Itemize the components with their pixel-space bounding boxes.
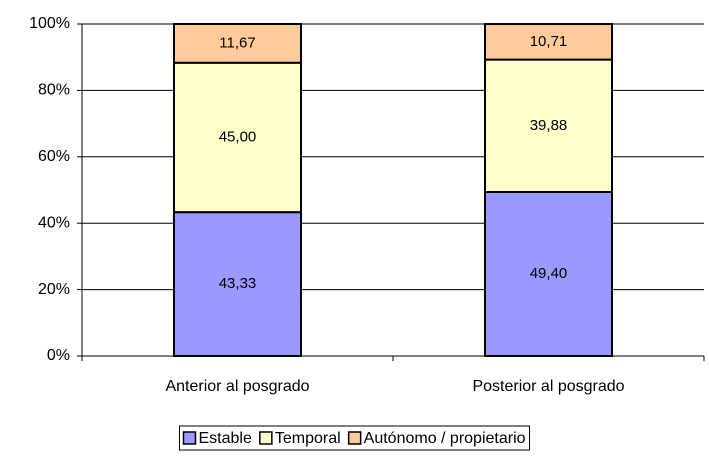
bar-segment	[484, 23, 613, 61]
x-tick-label: Anterior al posgrado	[165, 378, 309, 395]
bar-segment	[484, 190, 613, 357]
legend-swatch	[182, 431, 197, 445]
y-tick-label: 100%	[29, 15, 70, 32]
legend-swatch	[347, 431, 362, 445]
y-tick-label: 80%	[38, 82, 70, 99]
bar-segment	[173, 23, 302, 64]
bar-segment	[173, 211, 302, 357]
legend-label: Estable	[198, 430, 251, 447]
data-label: 11,67	[219, 34, 255, 51]
y-tick-label: 0%	[47, 347, 70, 364]
bar-segment	[484, 58, 613, 193]
data-label: 10,71	[530, 33, 568, 50]
y-tick-label: 40%	[38, 214, 70, 231]
data-label: 49,40	[530, 265, 568, 282]
y-tick-label: 60%	[38, 148, 70, 165]
data-label: 43,33	[219, 275, 257, 292]
data-label: 39,88	[530, 117, 568, 134]
legend-label: Temporal	[275, 430, 341, 447]
bar-segment	[173, 61, 302, 214]
data-label: 45,00	[219, 128, 257, 145]
legend-swatch	[259, 431, 273, 445]
x-tick-label: Posterior al posgrado	[472, 378, 624, 395]
legend: Estable Temporal Autónomo / propietario	[178, 425, 531, 451]
legend-label: Autónomo / propietario	[364, 430, 526, 447]
y-tick-label: 20%	[38, 281, 70, 298]
